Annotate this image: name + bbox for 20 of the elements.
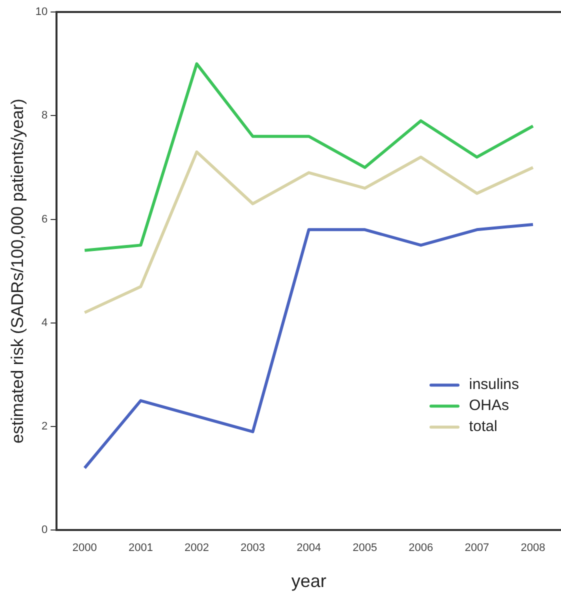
x-axis-title: year xyxy=(291,571,326,592)
legend-label: total xyxy=(469,418,498,436)
x-tick-label: 2006 xyxy=(408,542,434,554)
y-axis-title: estimated risk (SADRs/100,000 patients/year) xyxy=(8,98,27,444)
y-tick-label: 8 xyxy=(42,110,48,122)
x-tick-label: 2001 xyxy=(128,542,153,554)
x-tick-label: 2004 xyxy=(296,542,322,554)
x-tick-label: 2007 xyxy=(464,542,490,554)
x-tick-label: 2008 xyxy=(520,542,546,554)
y-tick-label: 10 xyxy=(35,6,48,18)
x-tick-label: 2002 xyxy=(184,542,209,554)
x-tick-label: 2003 xyxy=(240,542,266,554)
x-tick-label: 2005 xyxy=(352,542,378,554)
y-tick-label: 4 xyxy=(42,316,48,329)
y-tick-label: 2 xyxy=(42,420,48,433)
legend-label: insulins xyxy=(469,376,520,394)
y-tick-label: 6 xyxy=(42,213,48,226)
y-tick-label: 0 xyxy=(42,524,48,536)
x-tick-label: 2000 xyxy=(72,542,97,554)
legend-label: OHAs xyxy=(469,397,510,414)
